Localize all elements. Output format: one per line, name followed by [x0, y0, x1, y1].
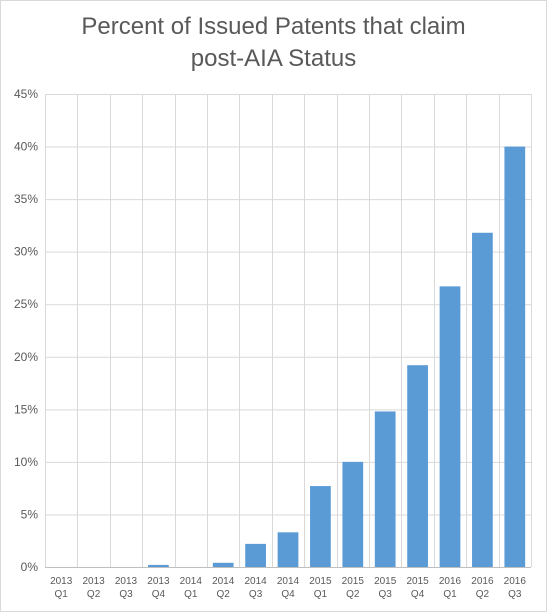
bar: [374, 411, 396, 567]
y-tick-label: 25%: [14, 297, 38, 311]
x-tick-label-quarter: Q1: [184, 589, 198, 600]
x-tick-label-year: 2015: [374, 576, 397, 587]
y-tick-label: 40%: [14, 140, 38, 154]
bar: [342, 461, 364, 567]
y-tick-label: 10%: [14, 455, 38, 469]
x-tick-label-quarter: Q2: [346, 589, 360, 600]
x-tick-label-year: 2013: [82, 576, 105, 587]
x-tick-label-year: 2013: [50, 576, 73, 587]
x-tick-label-year: 2014: [244, 576, 267, 587]
y-tick-label: 20%: [14, 350, 38, 364]
y-tick-label: 5%: [21, 507, 39, 521]
x-tick-label-year: 2015: [309, 576, 332, 587]
chart-title: Percent of Issued Patents that claim pos…: [1, 11, 546, 75]
x-tick-label-year: 2014: [180, 576, 203, 587]
x-tick-label-year: 2015: [342, 576, 365, 587]
chart-title-line-1: Percent of Issued Patents that claim: [81, 13, 466, 40]
x-tick-label-year: 2013: [115, 576, 138, 587]
x-tick-label-quarter: Q4: [411, 589, 425, 600]
bar: [407, 365, 428, 567]
bar: [277, 532, 299, 567]
x-tick-label-year: 2016: [439, 576, 462, 587]
y-tick-label: 45%: [14, 87, 38, 101]
x-tick-label-year: 2016: [471, 576, 494, 587]
chart-title-line-2: post-AIA Status: [190, 45, 357, 72]
x-tick-label-quarter: Q2: [476, 589, 490, 600]
bar: [245, 543, 266, 567]
x-tick-label-quarter: Q3: [249, 589, 263, 600]
bar: [148, 564, 169, 567]
bar: [504, 146, 526, 567]
bar: [439, 286, 461, 567]
y-tick-label: 15%: [14, 402, 38, 416]
x-tick-label-quarter: Q4: [152, 589, 166, 600]
x-tick-label-year: 2015: [406, 576, 429, 587]
bar: [310, 486, 331, 567]
bar: [212, 562, 234, 567]
x-tick-label-quarter: Q4: [281, 589, 295, 600]
x-tick-label-year: 2014: [212, 576, 235, 587]
x-tick-label-quarter: Q3: [119, 589, 133, 600]
x-tick-label-quarter: Q2: [217, 589, 231, 600]
x-tick-label-year: 2016: [504, 576, 527, 587]
x-tick-label-quarter: Q1: [55, 589, 69, 600]
x-tick-label-quarter: Q3: [508, 589, 522, 600]
x-tick-label-quarter: Q2: [87, 589, 101, 600]
y-tick-label: 30%: [14, 245, 38, 259]
x-tick-label-year: 2014: [277, 576, 300, 587]
x-tick-label-year: 2013: [147, 576, 170, 587]
y-tick-label: 35%: [14, 192, 38, 206]
y-tick-label: 0%: [21, 560, 39, 574]
bar: [472, 232, 493, 567]
x-tick-label-quarter: Q3: [379, 589, 393, 600]
x-tick-label-quarter: Q1: [314, 589, 328, 600]
x-tick-label-quarter: Q1: [443, 589, 457, 600]
